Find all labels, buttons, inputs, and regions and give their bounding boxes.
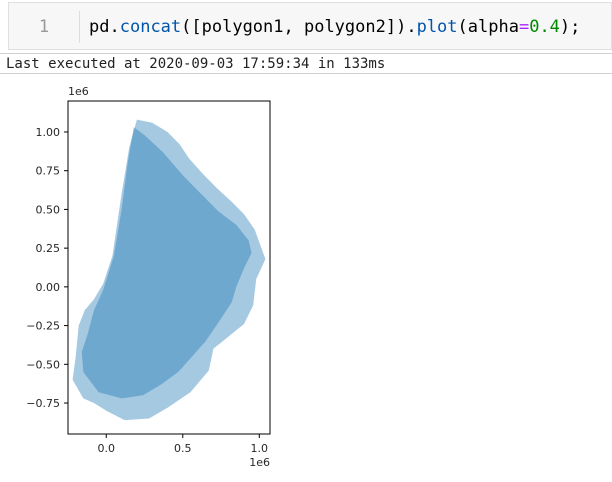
code-token: pd bbox=[89, 17, 110, 37]
code-token: (alpha bbox=[457, 17, 519, 37]
code-line[interactable]: pd.concat([polygon1, polygon2]).plot(alp… bbox=[89, 3, 580, 51]
code-token: concat bbox=[119, 17, 182, 37]
code-token: . bbox=[406, 17, 417, 37]
y-tick-label: −0.50 bbox=[26, 358, 60, 371]
y-tick-label: 0.00 bbox=[36, 281, 61, 294]
code-token: 0.4 bbox=[529, 17, 560, 37]
execution-status-text: Last executed at 2020-09-03 17:59:34 in … bbox=[6, 56, 386, 72]
code-token: ); bbox=[559, 17, 581, 37]
code-token: ([polygon1, polygon2]) bbox=[181, 17, 407, 37]
x-tick-label: 1.0 bbox=[251, 442, 269, 455]
polygon-1 bbox=[81, 127, 252, 399]
x-tick-label: 0.0 bbox=[98, 442, 116, 455]
gutter-divider bbox=[79, 11, 80, 43]
y-offset-label: 1e6 bbox=[68, 85, 89, 98]
axes-frame bbox=[67, 100, 271, 435]
cell-output-plot: 1.00 0.75 0.50 0.25 0.00 −0.25 −0.50 −0.75 0.0 0.… bbox=[0, 76, 300, 482]
polygon-2 bbox=[72, 119, 266, 421]
code-token: plot bbox=[416, 17, 458, 37]
y-tick-label: 1.00 bbox=[36, 126, 61, 139]
y-tick-label: −0.25 bbox=[26, 320, 60, 333]
cell-line-number: 1 bbox=[38, 17, 50, 37]
x-offset-label: 1e6 bbox=[249, 456, 270, 469]
code-cell-input[interactable]: 1 pd.concat([polygon1, polygon2]).plot(a… bbox=[8, 2, 612, 50]
y-tick-label: −0.75 bbox=[26, 397, 60, 410]
code-token: . bbox=[109, 17, 120, 37]
y-tick-label: 0.25 bbox=[36, 242, 61, 255]
y-tick-label: 0.75 bbox=[36, 165, 61, 178]
y-tick-label: 0.50 bbox=[36, 203, 61, 216]
code-token: = bbox=[518, 17, 530, 37]
x-tick-label: 0.5 bbox=[174, 442, 192, 455]
execution-status-bar: Last executed at 2020-09-03 17:59:34 in … bbox=[0, 53, 612, 74]
polygon-plot: 1.00 0.75 0.50 0.25 0.00 −0.25 −0.50 −0.75 0.0 0.… bbox=[26, 85, 271, 469]
